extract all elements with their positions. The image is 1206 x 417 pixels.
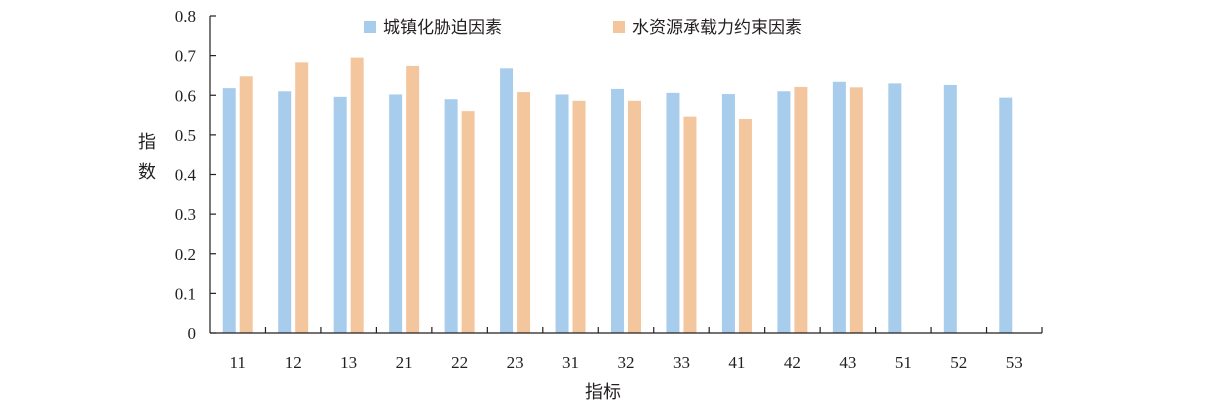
bar-urbanization [389,94,403,334]
y-tick-label: 0.6 [175,86,196,105]
legend-swatch-water-resource [613,21,625,33]
y-tick-label: 0.8 [175,7,196,26]
x-tick-label: 51 [895,353,912,372]
x-tick-label: 22 [451,353,468,372]
x-tick-label: 23 [507,353,524,372]
x-tick-label: 53 [1006,353,1023,372]
bar-urbanization [555,94,569,334]
bar-urbanization [666,92,680,333]
bar-water-resource [628,100,641,333]
bar-urbanization [222,88,236,334]
x-axis-title: 指标 [585,382,621,403]
bar-urbanization [832,81,846,333]
legend: 城镇化胁迫因素 水资源承载力约束因素 [364,18,802,38]
y-axis-ticks: 0 0.1 0.2 0.3 0.4 0.5 0.6 0.7 0.8 [175,7,216,343]
y-tick-label: 0.2 [175,245,196,264]
x-tick-label: 32 [618,353,635,372]
bar-urbanization [721,94,735,333]
x-tick-label: 12 [285,353,302,372]
x-tick-label: 52 [950,353,967,372]
legend-label-water-resource: 水资源承载力约束因素 [632,18,802,38]
x-tick-label: 43 [839,353,856,372]
bar-urbanization [943,84,957,333]
bar-water-resource [461,111,475,333]
x-tick-label: 33 [673,353,690,372]
x-tick-label: 41 [728,353,745,372]
bar-water-resource [239,76,253,333]
bar-group [222,57,1013,334]
bar-water-resource [794,86,808,334]
bar-urbanization [611,88,624,333]
bar-urbanization [999,97,1013,333]
x-tick-label: 31 [562,353,579,372]
bar-urbanization [777,91,791,333]
bar-water-resource [517,92,531,333]
y-tick-label: 0.7 [175,47,197,66]
bar-water-resource [406,65,420,334]
y-axis-title: 指数 [138,132,156,183]
bar-water-resource [350,57,364,333]
x-tick-label: 13 [340,353,357,372]
y-tick-label: 0.1 [175,284,196,303]
y-tick-label: 0 [188,324,197,343]
bar-urbanization [278,91,292,333]
bar-urbanization [333,96,347,334]
y-tick-label: 0.4 [175,166,197,185]
x-tick-label: 11 [230,353,246,372]
x-axis-ticks: 11 12 13 21 22 23 31 32 33 41 42 43 51 52 53 [230,327,1043,372]
x-tick-label: 42 [784,353,801,372]
bar-urbanization [444,99,458,334]
bar-urbanization [888,83,902,333]
legend-swatch-urbanization [364,21,376,33]
bar-water-resource [572,100,586,333]
x-tick-label: 21 [396,353,413,372]
y-tick-label: 0.3 [175,205,196,224]
bar-water-resource [738,119,752,334]
bar-water-resource [683,116,697,334]
bar-urbanization [500,68,514,334]
y-tick-label: 0.5 [175,126,196,145]
bar-water-resource [849,87,863,333]
legend-label-urbanization: 城镇化胁迫因素 [383,18,502,38]
bar-water-resource [295,62,309,334]
